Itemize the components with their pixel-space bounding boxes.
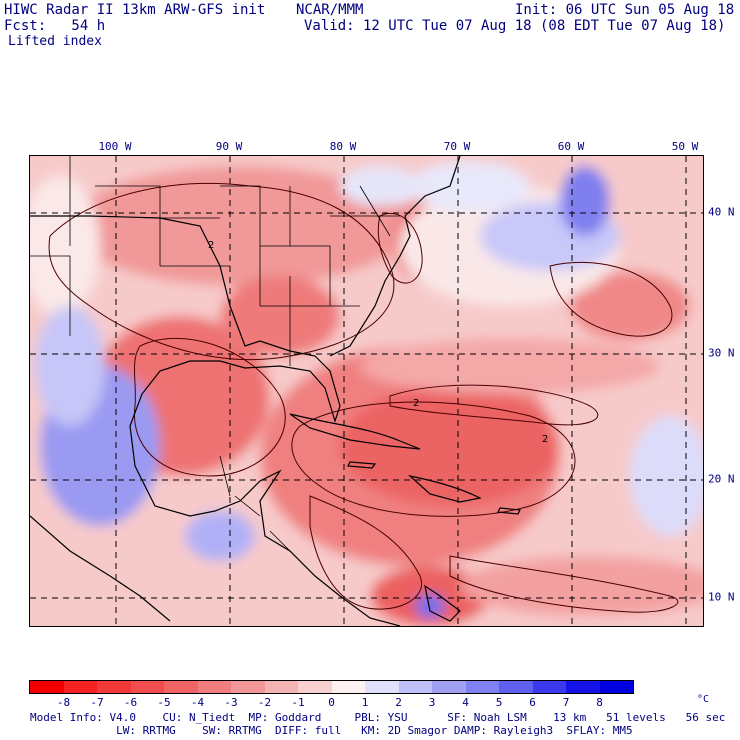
forecast-hour: Fcst: 54 h: [4, 18, 106, 34]
valid-time: Valid: 12 UTC Tue 07 Aug 18 (08 EDT Tue …: [304, 18, 726, 34]
lat-label-10n: 10 N: [708, 590, 735, 604]
colorbar-swatch: [599, 681, 633, 693]
colorbar-swatch: [197, 681, 231, 693]
colorbar-swatch: [63, 681, 97, 693]
colorbar-swatch: [365, 681, 399, 693]
colorbar-swatch: [231, 681, 265, 693]
colorbar-tick-label: -6: [123, 696, 138, 709]
contour-label: 2: [208, 240, 214, 251]
colorbar: [29, 680, 634, 694]
colorbar-tick-label: 8: [596, 696, 603, 709]
model-title: HIWC Radar II 13km ARW-GFS init: [4, 2, 266, 18]
latlon-grid: [30, 156, 703, 626]
organization-label: NCAR/MMM: [296, 2, 364, 18]
colorbar-swatch: [298, 681, 332, 693]
colorbar-tick-label: 0: [328, 696, 335, 709]
model-info-line-1: Model Info: V4.0 CU: N_Tiedt MP: Goddard…: [30, 711, 726, 724]
colorbar-tick-label: 5: [495, 696, 503, 709]
colorbar-tick-label: 3: [428, 696, 436, 709]
colorbar-swatch: [164, 681, 198, 693]
lifted-index-map: 2 2 2: [29, 155, 704, 627]
lon-label-70w: 70 W: [443, 140, 471, 153]
colorbar-tick-label: -2: [257, 696, 272, 709]
colorbar-swatch: [97, 681, 131, 693]
colorbar-tick-label: -8: [56, 696, 71, 709]
lon-label-80w: 80 W: [329, 140, 357, 153]
lat-label-40n: 40 N: [708, 205, 735, 219]
colorbar-tick-label: -7: [90, 696, 104, 709]
colorbar-tick-label: 4: [462, 696, 469, 709]
colorbar-swatch: [532, 681, 566, 693]
political-boundaries: [30, 156, 400, 557]
contour-label: 2: [542, 434, 548, 445]
lon-label-100w: 100 W: [98, 140, 132, 153]
contours: [48, 183, 679, 613]
lat-label-20n: 20 N: [708, 472, 735, 486]
coastlines: [30, 156, 521, 626]
shaded-field: [30, 156, 703, 626]
lat-label-30n: 30 N: [708, 346, 735, 360]
colorbar-swatch: [398, 681, 432, 693]
colorbar-swatch: [130, 681, 164, 693]
colorbar-tick-label: 2: [395, 696, 402, 709]
colorbar-tick-label: -3: [224, 696, 238, 709]
field-name: Lifted index: [8, 34, 102, 49]
lon-label-50w: 50 W: [671, 140, 699, 153]
init-time: Init: 06 UTC Sun 05 Aug 18: [515, 2, 735, 18]
colorbar-swatch: [432, 681, 466, 693]
colorbar-tick-label: 7: [562, 696, 570, 709]
colorbar-swatch: [30, 681, 64, 693]
model-info-line-2: LW: RRTMG SW: RRTMG DIFF: full KM: 2D Sm…: [30, 724, 633, 737]
colorbar-unit: °C: [697, 694, 710, 705]
colorbar-tick-label: 1: [361, 696, 369, 709]
colorbar-tick-label: -5: [157, 696, 171, 709]
colorbar-swatch: [566, 681, 600, 693]
colorbar-tick-label: 6: [529, 696, 536, 709]
lon-label-60w: 60 W: [557, 140, 585, 153]
colorbar-swatch: [499, 681, 533, 693]
colorbar-swatch: [264, 681, 298, 693]
colorbar-swatch: [465, 681, 499, 693]
colorbar-tick-label: -4: [190, 696, 205, 709]
contour-label: 2: [413, 398, 419, 409]
colorbar-swatch: [331, 681, 365, 693]
lon-label-90w: 90 W: [215, 140, 243, 153]
colorbar-tick-label: -1: [291, 696, 305, 709]
